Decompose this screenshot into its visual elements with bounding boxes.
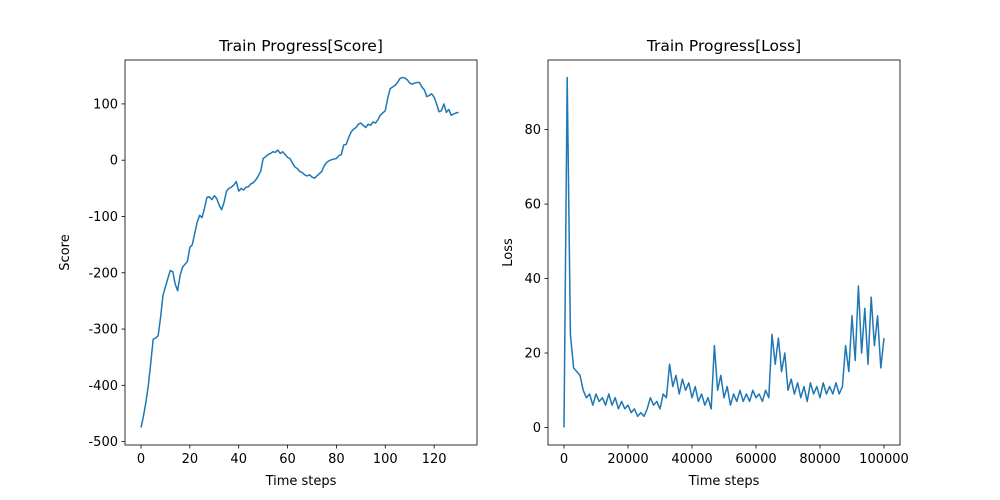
x-tick-label: 80000 (799, 452, 840, 467)
y-axis-label: Loss (501, 238, 516, 267)
y-tick-label: 0 (110, 154, 118, 169)
x-tick-label: 80 (328, 452, 345, 467)
y-tick-label: -400 (88, 379, 118, 394)
y-tick-label: -300 (88, 323, 118, 338)
x-tick-label: 100000 (859, 452, 909, 467)
axes-frame (547, 59, 901, 446)
axes-frame (124, 59, 478, 446)
y-tick-label: 100 (93, 97, 118, 112)
y-tick-label: 80 (524, 123, 541, 138)
x-tick-label: 120 (422, 452, 447, 467)
x-tick-label: 20000 (607, 452, 648, 467)
y-tick-label: 60 (524, 198, 541, 213)
x-tick-label: 0 (137, 452, 145, 467)
y-axis-label: Score (58, 234, 73, 270)
y-tick-label: 20 (524, 347, 541, 362)
x-tick-label: 100 (373, 452, 398, 467)
x-tick-label: 0 (560, 452, 568, 467)
line-series (140, 76, 459, 428)
line-series (563, 76, 885, 428)
x-axis-label: Time steps (688, 474, 760, 489)
x-tick-label: 60000 (735, 452, 776, 467)
chart-title: Train Progress[Loss] (646, 37, 801, 55)
y-tick-label: -200 (88, 266, 118, 281)
chart-title: Train Progress[Score] (218, 37, 383, 55)
y-tick-label: -100 (88, 210, 118, 225)
y-tick-label: 0 (533, 421, 541, 436)
x-tick-label: 40 (230, 452, 247, 467)
y-tick-label: 40 (524, 272, 541, 287)
x-tick-label: 40000 (671, 452, 712, 467)
x-axis-label: Time steps (265, 474, 337, 489)
y-tick-label: -500 (88, 435, 118, 450)
x-tick-label: 20 (182, 452, 199, 467)
x-tick-label: 60 (279, 452, 296, 467)
